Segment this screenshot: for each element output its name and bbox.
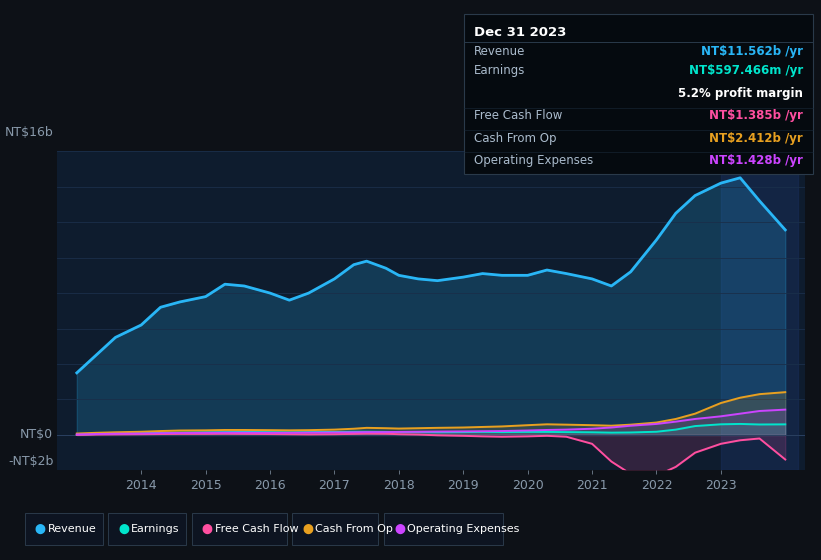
Text: -NT$2b: -NT$2b	[8, 455, 53, 468]
Text: 5.2% profit margin: 5.2% profit margin	[678, 87, 803, 100]
Text: NT$11.562b /yr: NT$11.562b /yr	[701, 45, 803, 58]
Text: NT$2.412b /yr: NT$2.412b /yr	[709, 132, 803, 144]
Text: Dec 31 2023: Dec 31 2023	[474, 26, 566, 39]
Text: NT$597.466m /yr: NT$597.466m /yr	[689, 64, 803, 77]
Text: ⬤: ⬤	[302, 524, 313, 534]
Bar	[721, 151, 798, 470]
Text: Cash From Op: Cash From Op	[474, 132, 556, 144]
Text: NT$16b: NT$16b	[5, 126, 53, 139]
Text: Cash From Op: Cash From Op	[315, 524, 393, 534]
Text: Revenue: Revenue	[48, 524, 96, 534]
Text: Earnings: Earnings	[131, 524, 180, 534]
Text: ⬤: ⬤	[394, 524, 405, 534]
Text: Earnings: Earnings	[474, 64, 525, 77]
Text: ⬤: ⬤	[118, 524, 129, 534]
Text: ⬤: ⬤	[202, 524, 213, 534]
Text: Operating Expenses: Operating Expenses	[474, 154, 593, 167]
Text: Free Cash Flow: Free Cash Flow	[215, 524, 299, 534]
Text: ⬤: ⬤	[34, 524, 45, 534]
Text: NT$1.385b /yr: NT$1.385b /yr	[709, 109, 803, 122]
Text: NT$0: NT$0	[21, 428, 53, 441]
Text: Revenue: Revenue	[474, 45, 525, 58]
Text: Free Cash Flow: Free Cash Flow	[474, 109, 562, 122]
Text: NT$1.428b /yr: NT$1.428b /yr	[709, 154, 803, 167]
Text: Operating Expenses: Operating Expenses	[407, 524, 520, 534]
